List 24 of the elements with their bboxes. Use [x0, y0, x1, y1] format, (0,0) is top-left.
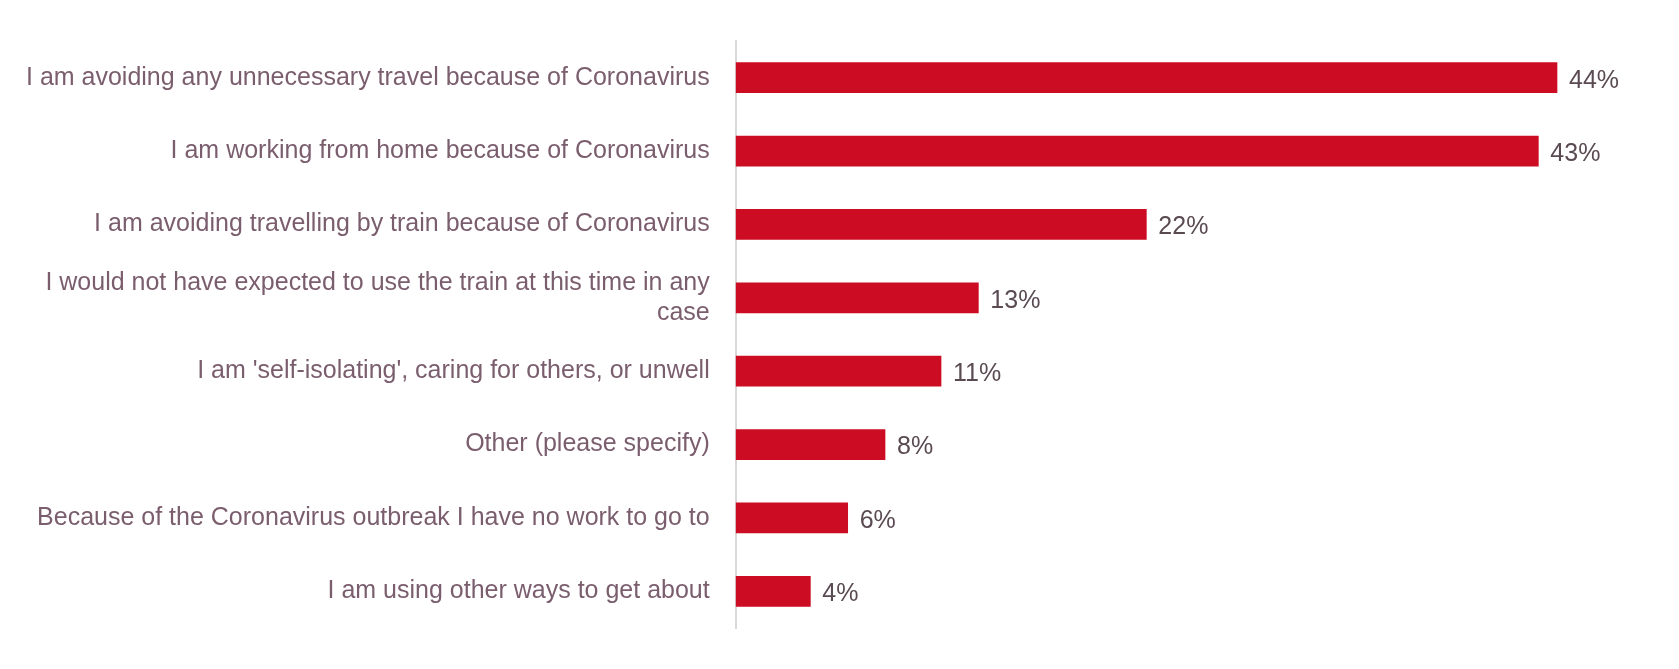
bar — [735, 355, 942, 387]
y-tick-label: I am avoiding any unnecessary travel because of Coronavirus — [25, 61, 710, 90]
y-tick-label: I am avoiding travelling by train because of Coronavirus — [94, 208, 710, 237]
bar — [735, 209, 1147, 240]
data-label: 22% — [1158, 211, 1209, 240]
bar — [735, 429, 886, 460]
y-tick-label: I would not have expected to use the train at this time in any case — [45, 266, 711, 325]
y-tick-label: Other (please specify) — [465, 428, 710, 457]
bar — [735, 502, 849, 534]
bar — [735, 135, 1539, 167]
data-label: 43% — [1550, 137, 1601, 166]
bar — [735, 282, 979, 314]
y-tick-label: I am 'self-isolating', caring for others, or unwell — [197, 355, 710, 384]
data-label: 11% — [953, 358, 1002, 387]
data-label: 6% — [859, 504, 896, 533]
bar — [735, 575, 811, 607]
y-tick-label: I am working from home because of Coronavirus — [170, 134, 710, 163]
bar — [735, 62, 1558, 94]
y-tick-label: Because of the Coronavirus outbreak I have no work to go to — [37, 501, 710, 530]
data-label: 8% — [897, 431, 934, 460]
data-label: 4% — [822, 578, 859, 607]
data-label: 13% — [990, 284, 1041, 313]
data-label: 44% — [1569, 64, 1620, 93]
y-tick-label: I am using other ways to get about — [327, 575, 710, 604]
